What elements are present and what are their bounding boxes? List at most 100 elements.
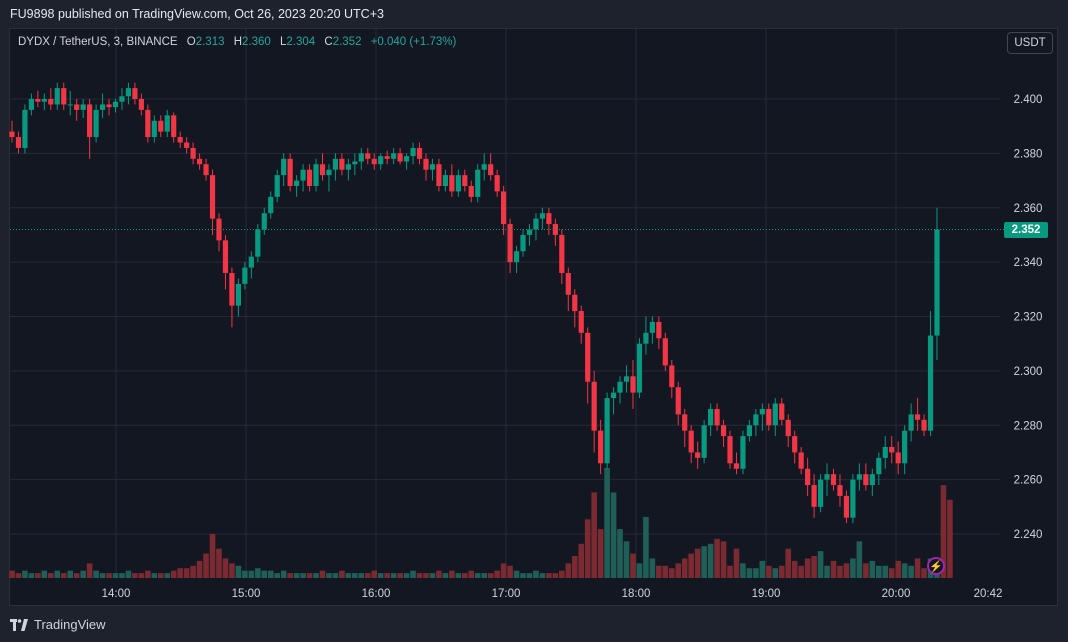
candle-body — [656, 321, 662, 339]
candle-body — [229, 273, 235, 306]
candle-body — [294, 180, 300, 186]
candles — [9, 82, 940, 524]
candle-body — [35, 99, 41, 102]
candle-body — [442, 175, 448, 186]
volume-bar — [526, 573, 533, 578]
volume-bar — [546, 573, 552, 578]
candle-body — [87, 104, 93, 138]
volume-bar — [487, 573, 494, 578]
candle-body — [436, 164, 442, 186]
candle-body — [565, 273, 571, 295]
candle-body — [507, 224, 513, 263]
tradingview-logo-icon — [10, 618, 28, 631]
candle-body — [171, 115, 177, 138]
volume-bar — [112, 573, 119, 578]
price-tick-label: 2.380 — [1014, 148, 1043, 160]
volume-bar — [901, 563, 908, 578]
volume-bar — [785, 548, 792, 578]
volume-bar — [707, 543, 714, 578]
volume-bar — [41, 570, 48, 578]
volume-bar — [261, 570, 268, 578]
candle-body — [300, 169, 306, 181]
candle-body — [352, 161, 358, 165]
volume-bar — [778, 565, 785, 578]
candle-body — [423, 158, 429, 170]
volume-bar — [229, 563, 235, 578]
candle-body — [863, 474, 869, 486]
volume-bar — [947, 499, 953, 578]
candle-body — [184, 142, 190, 148]
time-tick-label: 16:00 — [362, 588, 391, 600]
candle-body — [391, 153, 397, 159]
candle-body — [675, 387, 681, 415]
lightning-icon[interactable]: ⚡ — [927, 557, 945, 575]
volume-bar — [177, 568, 183, 578]
volume-bar — [921, 568, 927, 578]
candle-body — [895, 452, 901, 464]
volume-bar — [552, 573, 559, 578]
candle-body — [539, 213, 546, 219]
candle-body — [526, 229, 533, 235]
candle-body — [99, 104, 106, 110]
candle-body — [48, 99, 54, 105]
volume-bar — [157, 573, 164, 578]
candle-body — [669, 365, 675, 388]
candle-body — [158, 120, 164, 132]
volume-bar — [436, 570, 442, 578]
volume-bar — [559, 570, 565, 578]
candle-body — [856, 474, 862, 480]
candle-body — [792, 436, 798, 453]
publisher-info: FU9898 published on TradingView.com, Oct… — [10, 7, 384, 21]
candle-body — [274, 175, 280, 197]
volume-bar — [138, 573, 145, 578]
volume-bar — [235, 565, 242, 578]
candle-body — [61, 88, 67, 105]
candle-body — [708, 408, 714, 426]
volume-bar — [326, 573, 332, 578]
currency-button[interactable]: USDT — [1007, 32, 1053, 54]
candle-body — [914, 414, 921, 420]
volume-bar — [119, 573, 125, 578]
volume-bar — [843, 563, 850, 578]
volume-bar — [99, 573, 106, 578]
volume-bar — [584, 519, 591, 578]
volume-bar — [313, 573, 319, 578]
candle-body — [429, 164, 436, 170]
volume-bar — [513, 570, 520, 578]
candle-body — [255, 229, 261, 257]
candle-body — [416, 147, 423, 159]
candle-body — [41, 99, 47, 102]
candle-body — [468, 186, 474, 197]
candle-body — [410, 147, 416, 157]
candle-body — [610, 392, 617, 399]
candle-body — [345, 164, 351, 170]
price-tick-label: 2.400 — [1014, 94, 1043, 106]
volume-bar — [895, 560, 901, 578]
price-tick-label: 2.340 — [1014, 257, 1043, 269]
candle-body — [617, 381, 623, 393]
candle-body — [80, 104, 86, 110]
volume-bar — [630, 553, 636, 578]
candle-body — [119, 96, 125, 102]
candle-body — [15, 137, 22, 148]
candle-body — [630, 376, 636, 393]
low-label: L — [280, 36, 287, 48]
candle-body — [462, 175, 468, 186]
candle-body — [552, 224, 558, 235]
candle-body — [306, 169, 313, 186]
volume-bar — [623, 541, 630, 578]
volume-bar — [164, 573, 171, 578]
volume-bar — [183, 568, 190, 578]
candle-body — [921, 419, 927, 431]
candle-body — [876, 457, 882, 475]
candle-body — [805, 468, 811, 486]
candle-body — [203, 164, 209, 176]
volume-bar — [869, 560, 876, 578]
footer-brand[interactable]: TradingView — [10, 617, 106, 632]
candle-body — [332, 158, 339, 170]
volume-bar — [481, 573, 488, 578]
volume-bar — [565, 563, 572, 578]
candle-body — [54, 88, 60, 105]
volume-bar — [60, 573, 67, 578]
